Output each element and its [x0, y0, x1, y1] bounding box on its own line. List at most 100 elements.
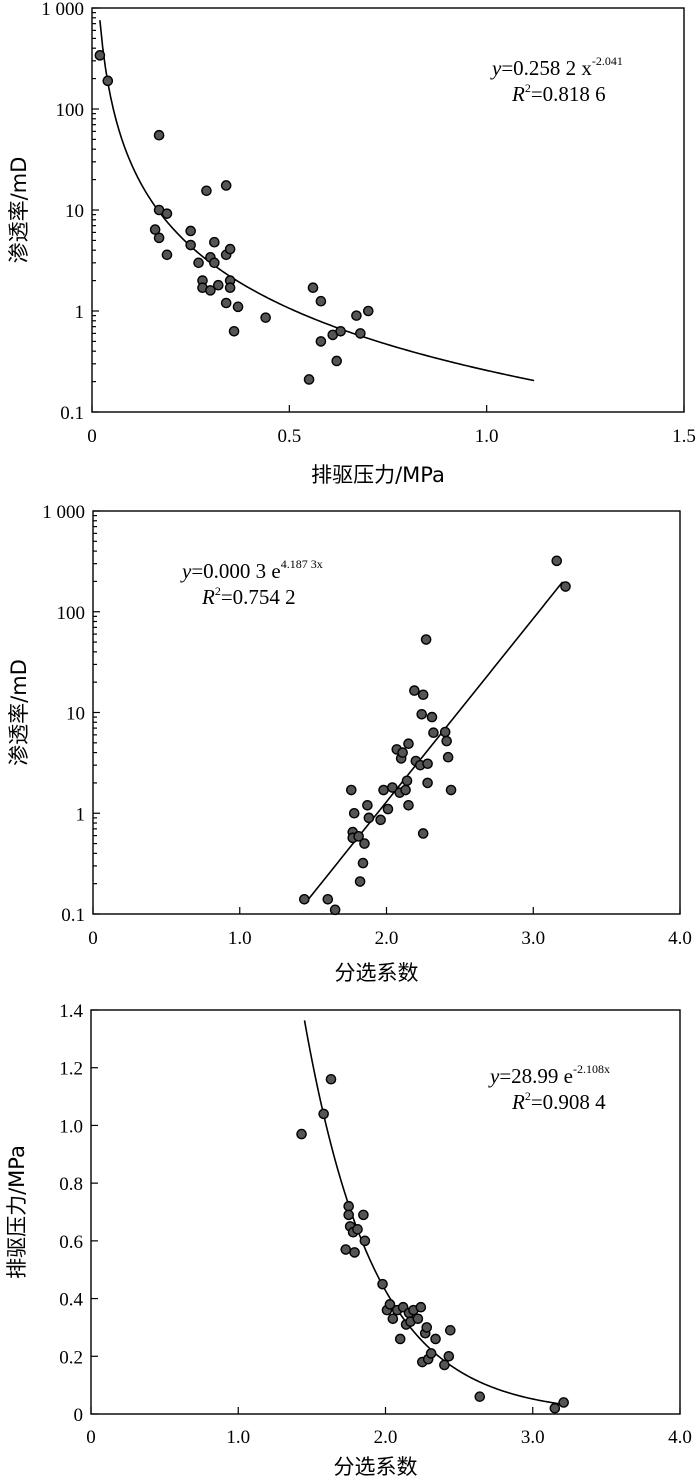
y-axis-title: 渗透率/mD [7, 157, 31, 264]
data-point [232, 301, 244, 313]
data-point [161, 249, 173, 261]
y-tick-label: 1 000 [41, 0, 84, 20]
y-axis-title: 渗透率/mD [7, 659, 31, 766]
data-point [551, 555, 563, 567]
y-tick-label: 0.6 [59, 1232, 83, 1253]
data-point [445, 784, 457, 796]
data-point [375, 814, 386, 826]
y-tick-label: 0.8 [59, 1174, 83, 1195]
y-axis-title: 排驱压力/MPa [5, 1145, 29, 1279]
data-point [560, 581, 571, 592]
data-point [307, 282, 319, 294]
data-point [349, 1247, 360, 1258]
r-squared: R2=0.908 4 [511, 1089, 606, 1114]
y-tick-label: 100 [56, 100, 85, 121]
data-point [422, 777, 433, 789]
data-point [441, 735, 452, 747]
data-point [209, 257, 220, 269]
x-tick-label: 3.0 [521, 928, 545, 949]
data-point [387, 1313, 399, 1325]
y-tick-label: 1 000 [42, 502, 85, 523]
data-point [359, 1235, 371, 1247]
data-point [384, 1299, 396, 1310]
x-tick-label: 3.0 [521, 1427, 545, 1448]
data-point [329, 904, 341, 916]
data-point [549, 1402, 561, 1414]
data-point [357, 857, 369, 869]
x-axis-title: 分选系数 [335, 961, 419, 985]
data-point [378, 784, 389, 796]
data-point [331, 355, 342, 367]
data-point [220, 297, 232, 309]
data-point [161, 208, 173, 219]
r-squared: R2=0.754 2 [201, 584, 296, 609]
fit-curve [305, 581, 564, 904]
data-point [422, 758, 433, 770]
fit-equation: y=0.258 2 x-2.041 [490, 54, 623, 80]
data-point [412, 1313, 424, 1325]
plot-frame [91, 7, 685, 413]
data-point [335, 325, 346, 337]
data-point [220, 180, 232, 191]
data-point [444, 1325, 456, 1336]
data-point [260, 312, 271, 323]
y-tick-label: 1.0 [59, 1116, 83, 1137]
data-point [558, 1397, 569, 1408]
y-tick-label: 10 [65, 201, 84, 222]
y-tick-label: 1.4 [59, 1001, 83, 1022]
data-point [362, 305, 374, 317]
data-point [340, 1244, 352, 1255]
data-point [153, 129, 165, 141]
data-point [415, 1301, 427, 1313]
data-point [420, 634, 432, 645]
data-point [416, 708, 428, 720]
y-tick-label: 10 [66, 704, 85, 725]
data-point [102, 75, 114, 87]
fit-equation: y=0.000 3 e4.187 3x [180, 557, 323, 583]
data-point [387, 782, 398, 793]
data-point [359, 838, 370, 849]
data-point [296, 1128, 307, 1140]
x-tick-label: 4.0 [668, 1427, 692, 1448]
data-point [362, 799, 373, 811]
data-point [417, 828, 429, 839]
y-tick-label: 0.1 [61, 905, 85, 926]
data-point [315, 295, 327, 307]
y-tick-label: 0.4 [59, 1290, 83, 1311]
y-tick-label: 0 [74, 1405, 84, 1426]
fit-curve [99, 20, 535, 382]
data-point [352, 1224, 363, 1235]
data-point [397, 747, 408, 758]
data-point [149, 224, 161, 235]
data-point [224, 243, 236, 255]
data-point [94, 50, 106, 61]
data-point [185, 239, 196, 251]
data-point [358, 1209, 369, 1221]
data-point [474, 1391, 486, 1402]
data-point [343, 1200, 354, 1212]
fit-equation: y=28.99 e-2.108x [488, 1062, 610, 1088]
x-tick-label: 1.0 [475, 426, 499, 447]
data-point [363, 812, 375, 824]
data-point [355, 328, 366, 339]
y-tick-label: 1 [75, 302, 85, 323]
data-point [382, 803, 394, 815]
data-point [345, 784, 357, 796]
data-point [400, 784, 411, 796]
x-axis-title: 排驱压力/MPa [311, 463, 445, 487]
x-tick-label: 2.0 [375, 928, 399, 949]
data-point [403, 738, 414, 750]
data-point [430, 1333, 441, 1345]
data-point [193, 257, 204, 269]
data-point [209, 236, 220, 248]
y-tick-label: 1.2 [59, 1059, 83, 1080]
x-axis-title: 分选系数 [334, 1455, 418, 1479]
y-tick-label: 0.2 [59, 1347, 83, 1368]
x-tick-label: 0 [86, 1427, 96, 1448]
x-tick-label: 0.5 [277, 426, 301, 447]
data-point [201, 185, 212, 197]
data-point [322, 893, 334, 905]
data-point [353, 831, 364, 842]
data-point [425, 1348, 437, 1359]
